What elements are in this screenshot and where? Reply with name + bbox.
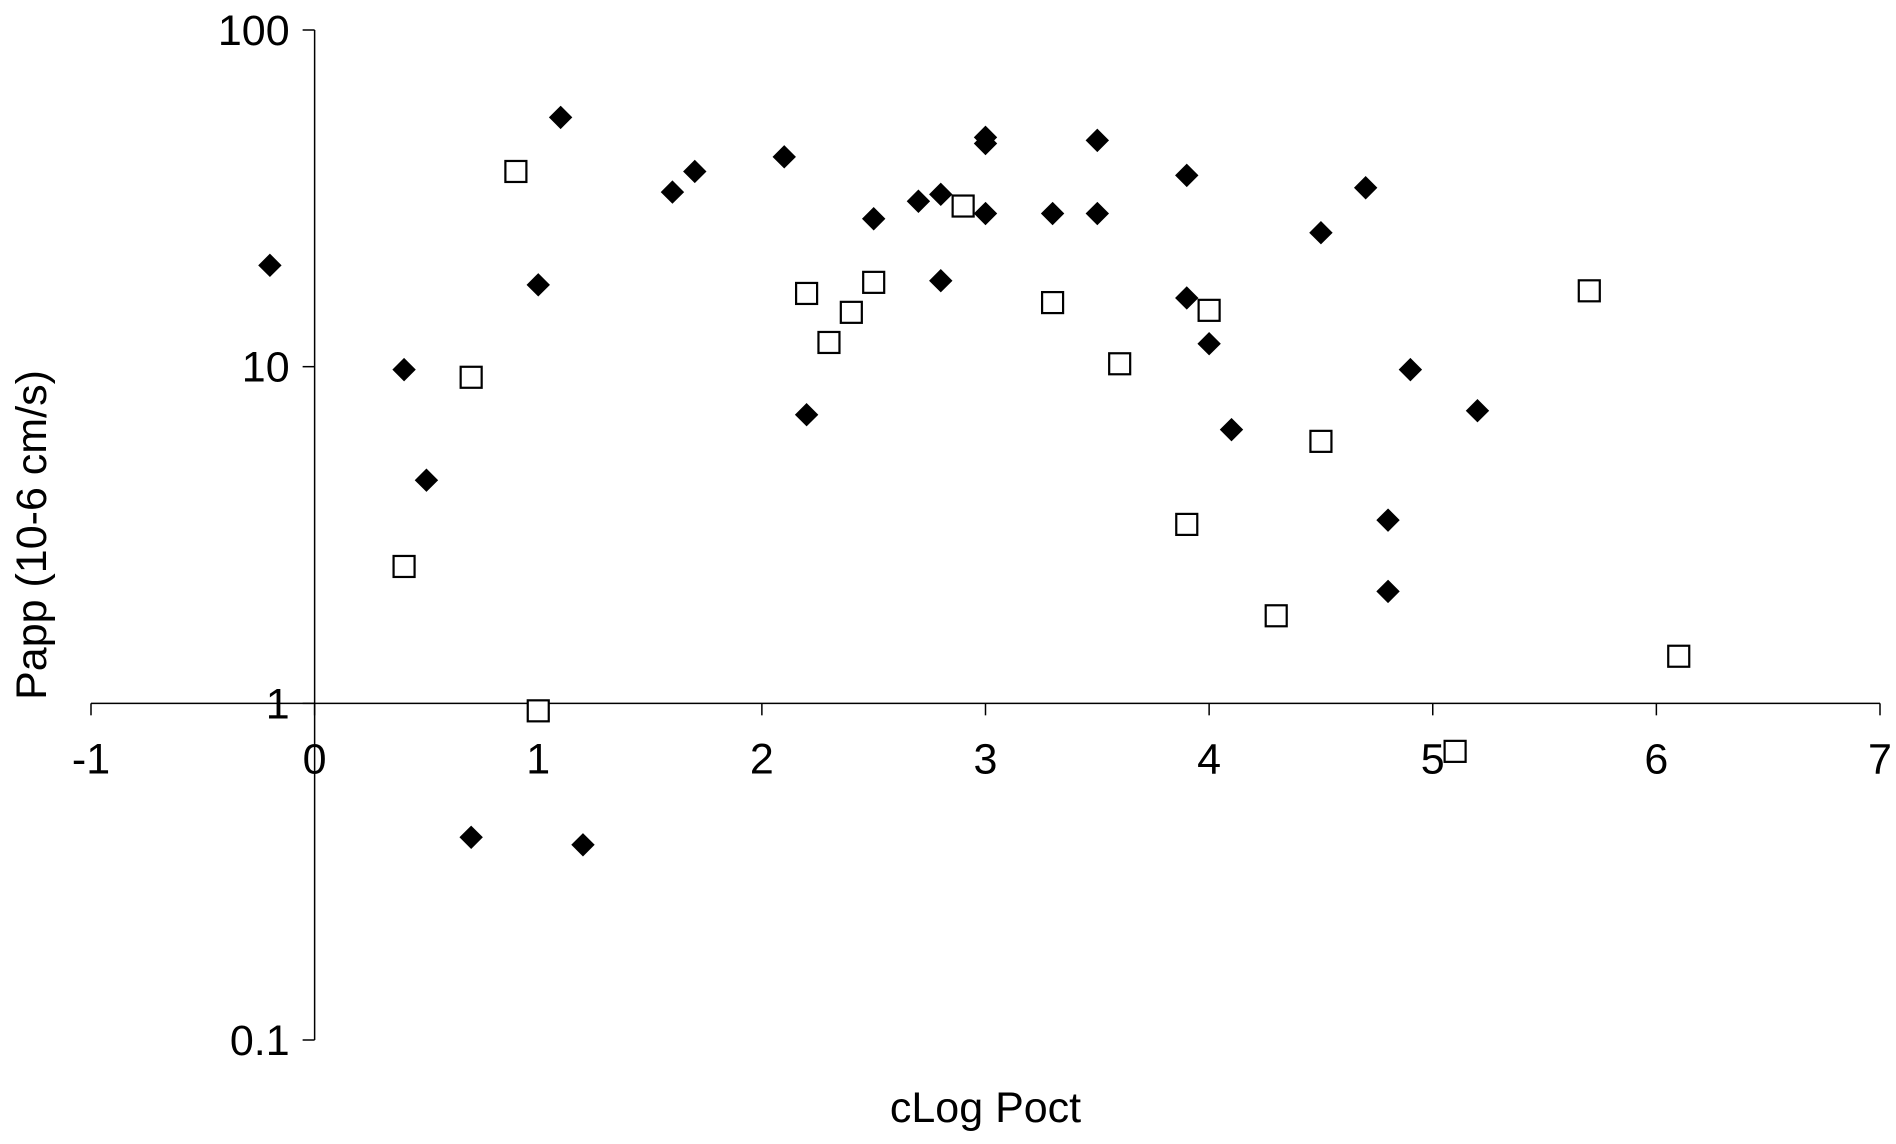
data-point-diamond <box>548 105 573 130</box>
series-layer <box>258 105 1691 857</box>
data-point-diamond <box>571 833 595 857</box>
x-tick-label: 5 <box>1421 735 1445 783</box>
y-axis-ticks: 0.1 1 10 100 <box>218 7 315 1065</box>
data-point-square <box>526 699 550 723</box>
x-tick-label: 7 <box>1868 735 1892 783</box>
data-point-square <box>1175 512 1199 537</box>
data-point-square <box>1108 352 1132 376</box>
data-point-diamond <box>1376 579 1400 604</box>
data-point-diamond <box>1398 357 1423 382</box>
series-2 <box>392 159 1691 763</box>
data-point-diamond <box>1197 332 1221 356</box>
data-point-square <box>1197 298 1221 322</box>
data-point-square <box>1264 604 1288 628</box>
data-point-square <box>1577 279 1601 303</box>
data-point-square <box>504 159 528 184</box>
x-axis-ticks: -1 0 1 2 3 4 5 6 7 <box>72 703 1892 783</box>
data-point-square <box>1309 429 1333 453</box>
x-tick-label: 1 <box>526 735 550 783</box>
data-point-diamond <box>414 468 439 492</box>
data-point-diamond <box>1175 163 1199 188</box>
y-tick-label: 100 <box>218 7 290 55</box>
data-point-diamond <box>906 189 931 213</box>
x-tick-label: -1 <box>72 735 110 783</box>
data-point-diamond <box>772 145 796 169</box>
data-point-square <box>459 365 483 389</box>
data-point-diamond <box>1085 201 1110 226</box>
data-point-square <box>1040 290 1065 315</box>
y-axis-title: Papp (10-6 cm/s) <box>8 370 56 700</box>
data-point-diamond <box>1353 176 1378 200</box>
x-tick-label: 3 <box>974 735 998 783</box>
data-point-square <box>862 270 886 294</box>
data-point-diamond <box>1309 220 1333 245</box>
x-tick-label: 4 <box>1197 735 1221 783</box>
data-point-diamond <box>459 825 483 850</box>
data-point-square <box>392 554 416 579</box>
data-point-square <box>794 281 819 306</box>
data-point-diamond <box>526 273 550 297</box>
data-point-diamond <box>1219 417 1244 442</box>
y-tick-label: 10 <box>242 344 290 392</box>
x-tick-label: 2 <box>750 735 774 783</box>
x-tick-label: 6 <box>1644 735 1668 783</box>
series-1 <box>258 105 1490 857</box>
y-tick-label: 1 <box>266 680 290 728</box>
data-point-diamond <box>1175 286 1199 310</box>
data-point-diamond <box>794 402 819 427</box>
data-point-diamond <box>929 269 953 293</box>
x-axis-title: cLog Poct <box>890 1084 1081 1132</box>
y-tick-label: 0.1 <box>230 1017 290 1065</box>
axes <box>91 30 1880 1040</box>
data-point-square <box>1443 739 1467 763</box>
data-point-diamond <box>1465 398 1490 423</box>
data-point-diamond <box>861 207 886 231</box>
data-point-diamond <box>929 182 953 207</box>
data-point-diamond <box>683 159 707 184</box>
x-tick-label: 0 <box>303 735 327 783</box>
data-point-square <box>1667 644 1691 668</box>
data-point-square <box>951 194 975 218</box>
data-point-square <box>839 300 863 324</box>
data-point-diamond <box>1040 201 1065 226</box>
data-point-diamond <box>973 201 998 226</box>
data-point-diamond <box>1376 508 1400 532</box>
data-point-square <box>817 330 841 355</box>
data-point-diamond <box>392 357 416 382</box>
data-point-diamond <box>1085 128 1110 153</box>
data-point-diamond <box>258 253 282 278</box>
data-point-diamond <box>660 180 685 204</box>
data-point-diamond <box>973 131 998 156</box>
